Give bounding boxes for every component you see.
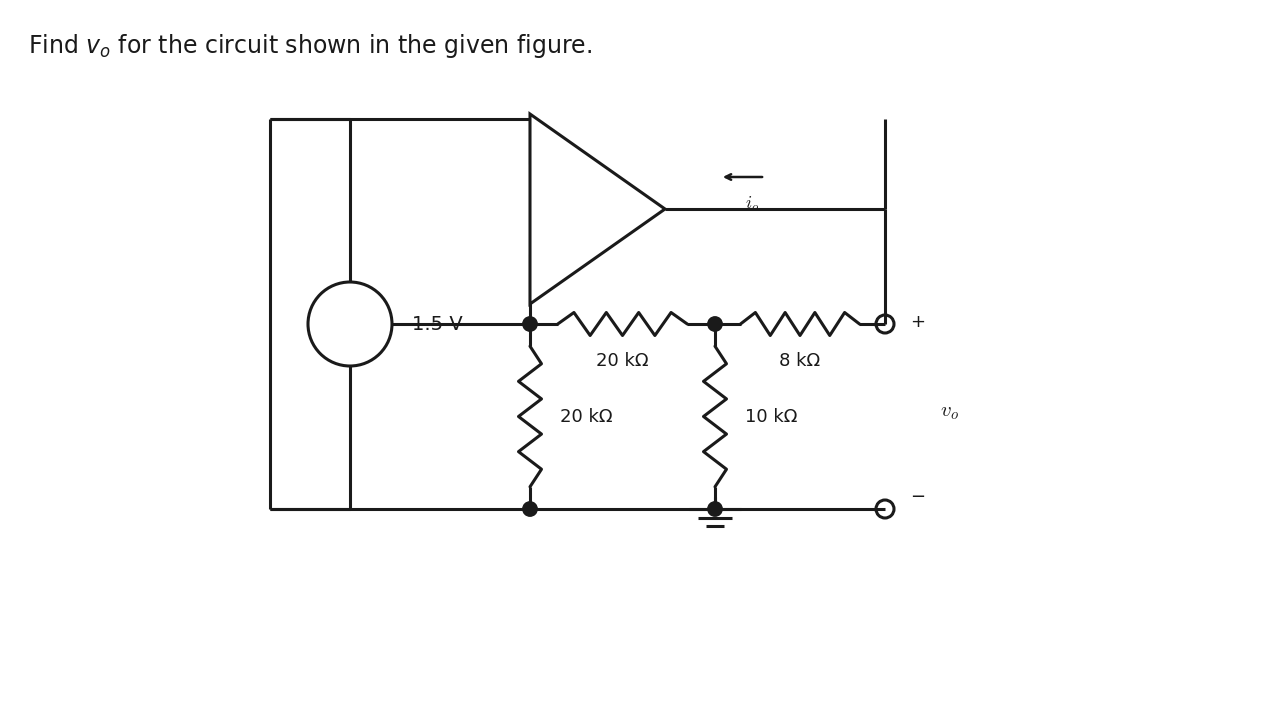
Text: 10 kΩ: 10 kΩ [746,408,798,426]
Text: $i_o$: $i_o$ [746,195,760,214]
Text: 1.5 V: 1.5 V [412,314,463,333]
Text: +: + [545,152,559,171]
Text: −: − [910,488,926,506]
Text: −: − [342,334,358,352]
Text: 8 kΩ: 8 kΩ [780,352,820,370]
Text: Find $v_o$ for the circuit shown in the given figure.: Find $v_o$ for the circuit shown in the … [28,32,592,60]
Circle shape [522,317,538,331]
Text: −: − [544,246,559,265]
Circle shape [708,502,723,516]
Polygon shape [530,114,664,304]
Text: +: + [910,313,924,331]
Text: $v_o$: $v_o$ [940,401,959,421]
Circle shape [708,317,723,331]
Text: +: + [344,296,356,314]
Circle shape [308,282,392,366]
Text: 20 kΩ: 20 kΩ [560,408,612,426]
Circle shape [522,502,538,516]
Text: 20 kΩ: 20 kΩ [596,352,649,370]
